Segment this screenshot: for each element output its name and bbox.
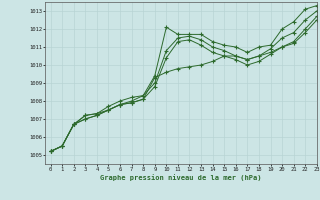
X-axis label: Graphe pression niveau de la mer (hPa): Graphe pression niveau de la mer (hPa): [100, 174, 261, 181]
